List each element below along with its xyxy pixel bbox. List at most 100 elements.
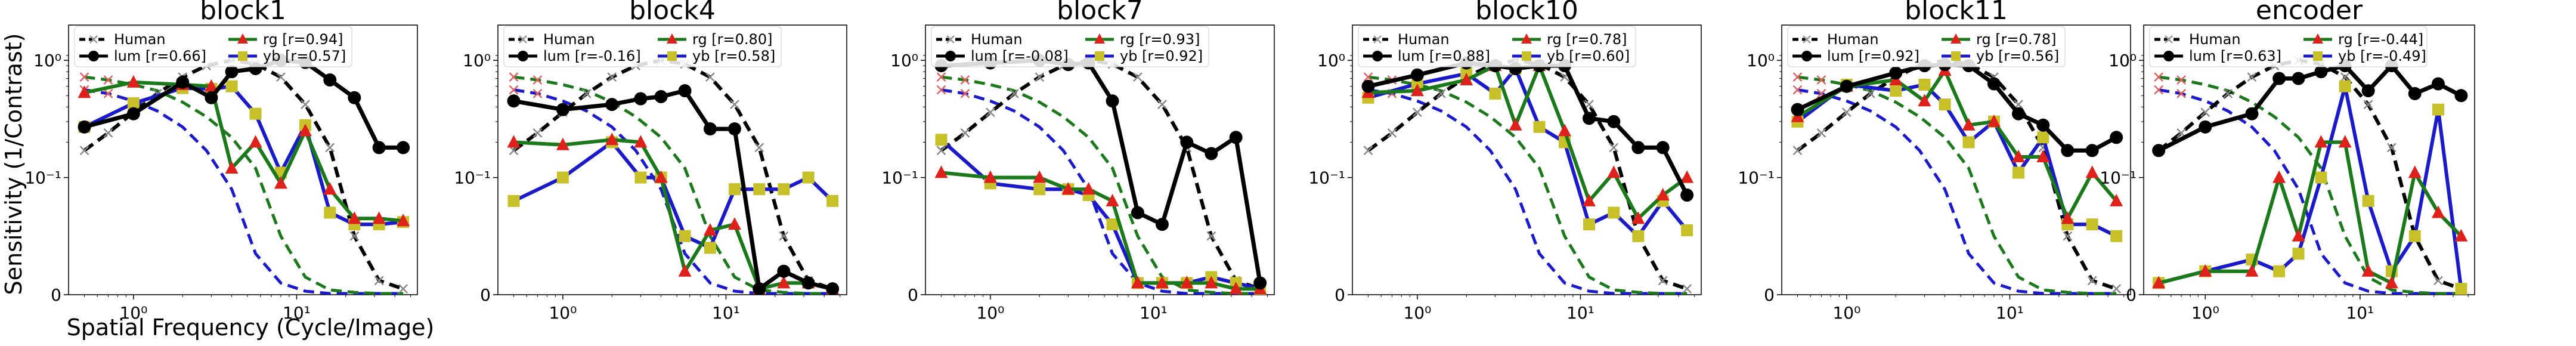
legend-label-human: Human xyxy=(971,31,1023,48)
human-marker xyxy=(1682,284,1692,294)
series-lum-point xyxy=(2085,144,2099,157)
series-yb-line xyxy=(940,138,1261,291)
human-marker xyxy=(509,72,519,82)
human-marker xyxy=(1792,85,1803,95)
series-rg-point xyxy=(78,85,91,98)
series-rg-point xyxy=(1082,182,1095,195)
series-yb-point xyxy=(679,230,691,242)
y-tick-label: 10⁰ xyxy=(890,51,918,70)
series-lum-point xyxy=(2152,144,2166,157)
series-lum-point xyxy=(323,73,337,87)
x-tick-label: 10⁰ xyxy=(976,303,1004,323)
human-marker xyxy=(103,75,113,85)
series-lum-point xyxy=(2011,107,2025,121)
human-marker xyxy=(1609,143,1619,153)
panel-title: block7 xyxy=(1057,0,1143,26)
legend-label-yb: yb [r=-0.49] xyxy=(2338,48,2426,64)
legend-marker xyxy=(946,35,955,44)
legend-marker xyxy=(1095,51,1104,61)
panel-title: block1 xyxy=(200,0,286,26)
human-marker xyxy=(1157,100,1167,110)
human-marker xyxy=(103,89,113,98)
series-rg-line xyxy=(2158,140,2463,285)
human-marker xyxy=(349,231,360,241)
legend-label-lum: lum [r=-0.16] xyxy=(543,48,641,64)
series-rg-point xyxy=(205,79,218,92)
series-rg-point xyxy=(777,276,791,289)
y-tick-label: 10⁰ xyxy=(2109,51,2137,70)
series-lum-point xyxy=(348,91,361,104)
legend-marker xyxy=(2313,51,2323,61)
series-lum-point xyxy=(1253,276,1267,290)
human-rg-curve xyxy=(1368,75,1688,295)
series-rg-point xyxy=(2408,165,2422,178)
human-marker xyxy=(103,128,113,138)
x-tick-label: 10¹ xyxy=(1996,303,2024,323)
series-rg-point xyxy=(2199,264,2212,277)
series-rg-point xyxy=(2036,149,2050,162)
series-yb-point xyxy=(1918,78,1931,91)
series-rg-line xyxy=(83,80,404,223)
y-tick-label: 0 xyxy=(1335,285,1345,305)
human-marker xyxy=(2154,85,2164,95)
panel-title: block10 xyxy=(1475,0,1578,26)
legend-label-rg: rg [r=0.80] xyxy=(692,31,772,48)
human-marker xyxy=(374,276,384,286)
series-yb-point xyxy=(1106,218,1119,231)
series-yb-point xyxy=(1962,136,1975,149)
plot-area xyxy=(507,55,840,295)
series-lum-point xyxy=(801,276,815,290)
human-yb-curve xyxy=(941,88,1261,295)
series-yb-point xyxy=(753,183,766,196)
legend-label-human: Human xyxy=(114,31,166,48)
legend-label-yb: yb [r=0.58] xyxy=(692,48,775,64)
series-yb-point xyxy=(2012,166,2024,179)
human-marker xyxy=(398,284,408,294)
series-lum-point xyxy=(2061,144,2075,157)
series-rg-point xyxy=(1131,276,1144,289)
human-marker xyxy=(581,89,592,98)
human-marker xyxy=(1436,89,1446,98)
y-tick-label: 10⁻¹ xyxy=(24,168,61,188)
series-yb-point xyxy=(2273,265,2286,277)
x-tick-label: 10⁰ xyxy=(1403,303,1431,323)
series-rg-point xyxy=(727,217,741,230)
series-rg-point xyxy=(1987,114,2001,127)
human-marker xyxy=(607,72,617,82)
series-rg-point xyxy=(2085,165,2099,178)
legend-label-human: Human xyxy=(543,31,595,48)
series-lum-point xyxy=(2292,72,2305,85)
legend-marker xyxy=(667,51,677,61)
legend-label-lum: lum [r=0.92] xyxy=(1827,48,1919,64)
x-tick-label: 10¹ xyxy=(283,303,311,323)
series-rg-point xyxy=(1205,276,1218,289)
plot-area xyxy=(934,54,1267,295)
series-yb-point xyxy=(1033,183,1046,196)
human-marker xyxy=(2247,72,2257,82)
series-rg-point xyxy=(605,132,619,146)
series-lum-line xyxy=(2157,63,2463,153)
series-rg-point xyxy=(1033,170,1046,183)
y-tick-label: 10⁻¹ xyxy=(1738,168,1775,188)
series-lum-point xyxy=(78,120,91,134)
legend-marker xyxy=(519,35,527,44)
human-marker xyxy=(2363,100,2373,110)
legend-marker xyxy=(1522,51,1531,61)
series-lum-point xyxy=(605,98,619,112)
series-yb-point xyxy=(2086,218,2098,231)
legend-label-yb: yb [r=0.60] xyxy=(1547,48,1630,64)
human-marker xyxy=(1363,72,1373,82)
panel-title: block11 xyxy=(1905,0,2008,26)
series-yb-point xyxy=(1533,121,1546,133)
series-rg-point xyxy=(507,135,521,148)
series-yb-point xyxy=(1939,98,1951,111)
series-lum-point xyxy=(1791,103,1804,116)
y-tick-label: 10⁻¹ xyxy=(2100,168,2137,188)
human-yb-curve xyxy=(1797,88,2117,295)
